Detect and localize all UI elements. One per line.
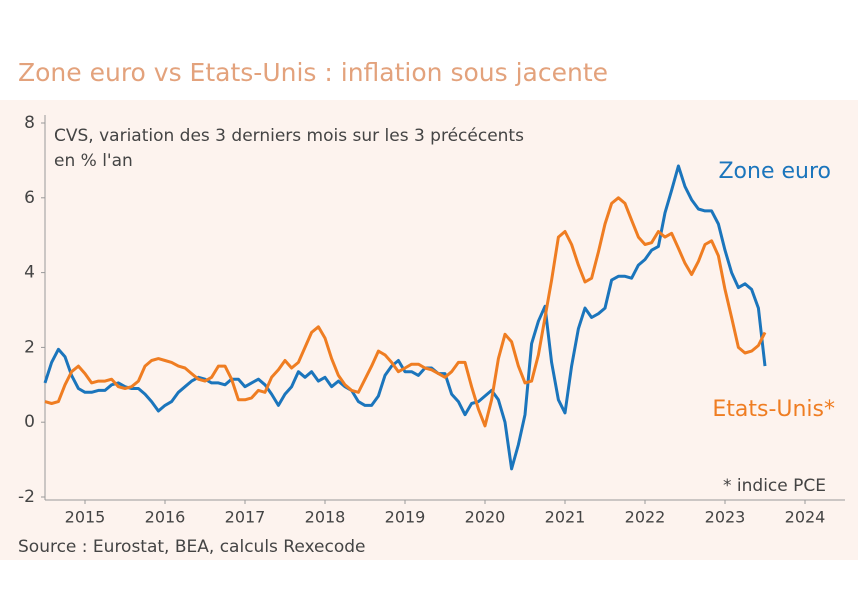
x-tick-label: 2023: [705, 508, 746, 527]
series-line: [44, 196, 767, 428]
x-tick-label: 2018: [305, 508, 346, 527]
chart-title: Zone euro vs Etats-Unis : inflation sous…: [18, 58, 608, 87]
x-tick-label: 2024: [785, 508, 826, 527]
chart-background: [0, 100, 858, 560]
y-tick-label: 4: [24, 263, 35, 283]
series-label: Zone euro: [718, 159, 831, 184]
footnote: * indice PCE: [723, 476, 826, 496]
y-tick-label: 0: [24, 412, 35, 432]
y-tick-label: -2: [18, 487, 35, 507]
x-tick-label: 2020: [465, 508, 506, 527]
y-tick-label: 2: [24, 337, 35, 357]
y-tick-label: 6: [24, 188, 35, 208]
y-tick-label: 8: [24, 113, 35, 133]
series-line: [43, 164, 767, 471]
subtitle: CVS, variation des 3 derniers mois sur l…: [54, 126, 524, 146]
series-label: Etats-Unis*: [712, 397, 835, 422]
x-tick-label: 2015: [65, 508, 106, 527]
x-tick-label: 2017: [225, 508, 266, 527]
x-tick-label: 2019: [385, 508, 426, 527]
x-tick-label: 2021: [545, 508, 586, 527]
source: Source : Eurostat, BEA, calculs Rexecode: [18, 537, 366, 557]
x-tick-label: 2016: [145, 508, 186, 527]
subtitle: en % l'an: [54, 151, 133, 171]
x-tick-label: 2022: [625, 508, 666, 527]
